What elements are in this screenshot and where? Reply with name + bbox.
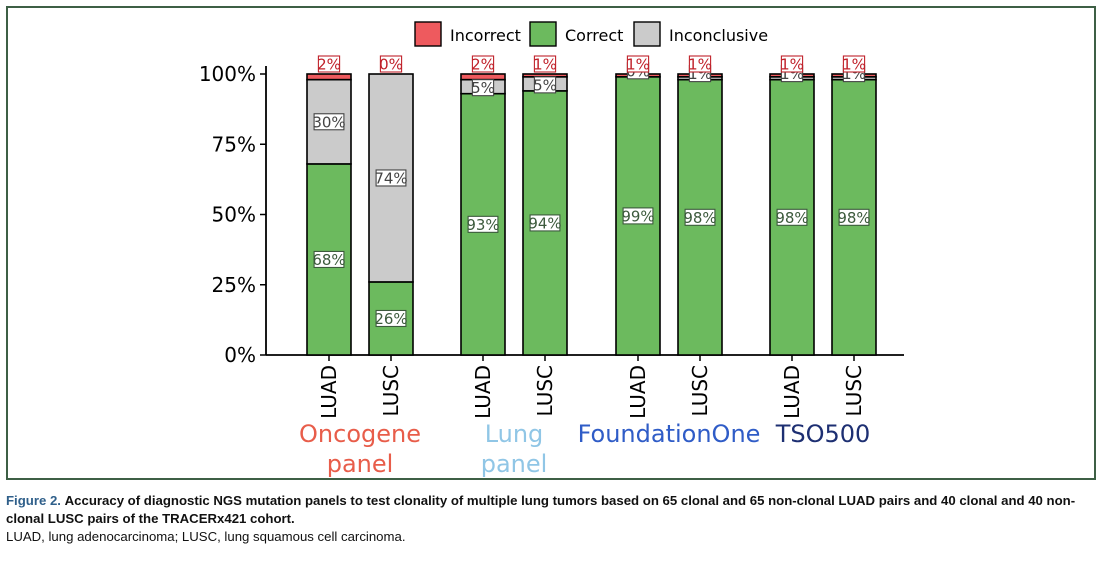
value-label-correct-box (375, 309, 407, 328)
legend-label-correct: Correct (565, 26, 623, 45)
legend-swatch-inconclusive (633, 21, 661, 47)
value-label-inconclusive-box (375, 169, 407, 187)
value-label-incorrect: 2% (471, 56, 495, 74)
y-tick-label: 0% (224, 343, 256, 367)
value-label-correct: 98% (683, 209, 716, 227)
value-label-incorrect: 2% (317, 56, 341, 74)
value-label-incorrect: 1% (688, 56, 712, 74)
group-label-lung-panel: Lung (485, 420, 544, 448)
value-label-correct-box (622, 207, 654, 225)
value-label-correct: 93% (466, 216, 499, 234)
value-label-correct-box (467, 215, 499, 233)
legend-label-incorrect: Incorrect (450, 26, 521, 45)
value-label-incorrect-box (379, 55, 403, 73)
x-category-label: LUAD (317, 365, 341, 419)
abbreviations-text: LUAD, lung adenocarcinoma; LUSC, lung sq… (6, 529, 406, 544)
value-label-inconclusive-box (313, 113, 345, 131)
value-label-incorrect-box (688, 55, 712, 73)
group-label-oncogene-panel: panel (327, 450, 394, 478)
value-label-incorrect-box (842, 55, 866, 73)
value-label-correct: 98% (775, 209, 808, 227)
value-label-inconclusive: 5% (471, 79, 495, 97)
x-category-label: LUAD (626, 365, 650, 419)
value-label-inconclusive-box (533, 76, 557, 94)
value-label-inconclusive: 30% (312, 113, 345, 131)
x-category-label: LUAD (471, 365, 495, 419)
x-category-label: LUSC (379, 365, 403, 416)
value-label-correct-box (529, 214, 561, 232)
y-tick-label: 50% (212, 203, 256, 227)
value-label-correct: 68% (312, 251, 345, 269)
value-label-incorrect-box (533, 55, 557, 73)
value-label-incorrect: 0% (379, 56, 403, 74)
bar-incorrect-oncogene-panel-luad (306, 73, 352, 81)
value-label-incorrect-box (626, 55, 650, 73)
y-tick-label: 25% (212, 273, 256, 297)
x-category-label: LUSC (842, 365, 866, 416)
x-category-label: LUAD (780, 365, 804, 419)
value-label-incorrect: 1% (626, 56, 650, 74)
figure-caption: Figure 2. Accuracy of diagnostic NGS mut… (6, 492, 1106, 546)
value-label-correct-box (838, 208, 870, 226)
value-label-incorrect-box (317, 55, 341, 73)
value-label-correct-box (313, 250, 345, 269)
legend-swatch-incorrect (414, 21, 442, 47)
figure-label: Figure 2. (6, 493, 61, 508)
value-label-correct-box (776, 208, 808, 226)
value-label-incorrect: 1% (533, 56, 557, 74)
value-label-inconclusive-box (471, 79, 495, 97)
value-label-correct-box (684, 208, 716, 226)
y-tick-label: 100% (199, 62, 256, 86)
stacked-bar-chart: 0% 25% 50% 75% 100% 68% 30% 2% LUAD 26% 74% 0% LUSC O… (199, 21, 904, 478)
group-label-oncogene-panel: Oncogene (299, 420, 421, 448)
value-label-inconclusive: 74% (374, 169, 407, 187)
value-label-correct: 94% (528, 214, 561, 232)
y-tick-label: 75% (212, 132, 256, 156)
value-label-incorrect: 1% (842, 56, 866, 74)
group-label-lung-panel: panel (481, 450, 548, 478)
legend-swatch-correct (529, 21, 557, 47)
figure-caption-text: Accuracy of diagnostic NGS mutation pane… (6, 493, 1076, 526)
figure-frame (6, 6, 1096, 480)
value-label-incorrect-box (780, 55, 804, 73)
group-label-foundationone: FoundationOne (578, 420, 761, 448)
value-label-inconclusive: 5% (533, 76, 557, 94)
value-label-correct: 98% (837, 209, 870, 227)
group-label-tso500: TSO500 (775, 420, 871, 448)
x-category-label: LUSC (688, 365, 712, 416)
x-category-label: LUSC (533, 365, 557, 416)
value-label-correct: 26% (374, 310, 407, 328)
value-label-incorrect-box (471, 55, 495, 73)
value-label-correct: 99% (621, 207, 654, 225)
value-label-incorrect: 1% (780, 56, 804, 74)
legend-label-inconclusive: Inconclusive (669, 26, 768, 45)
